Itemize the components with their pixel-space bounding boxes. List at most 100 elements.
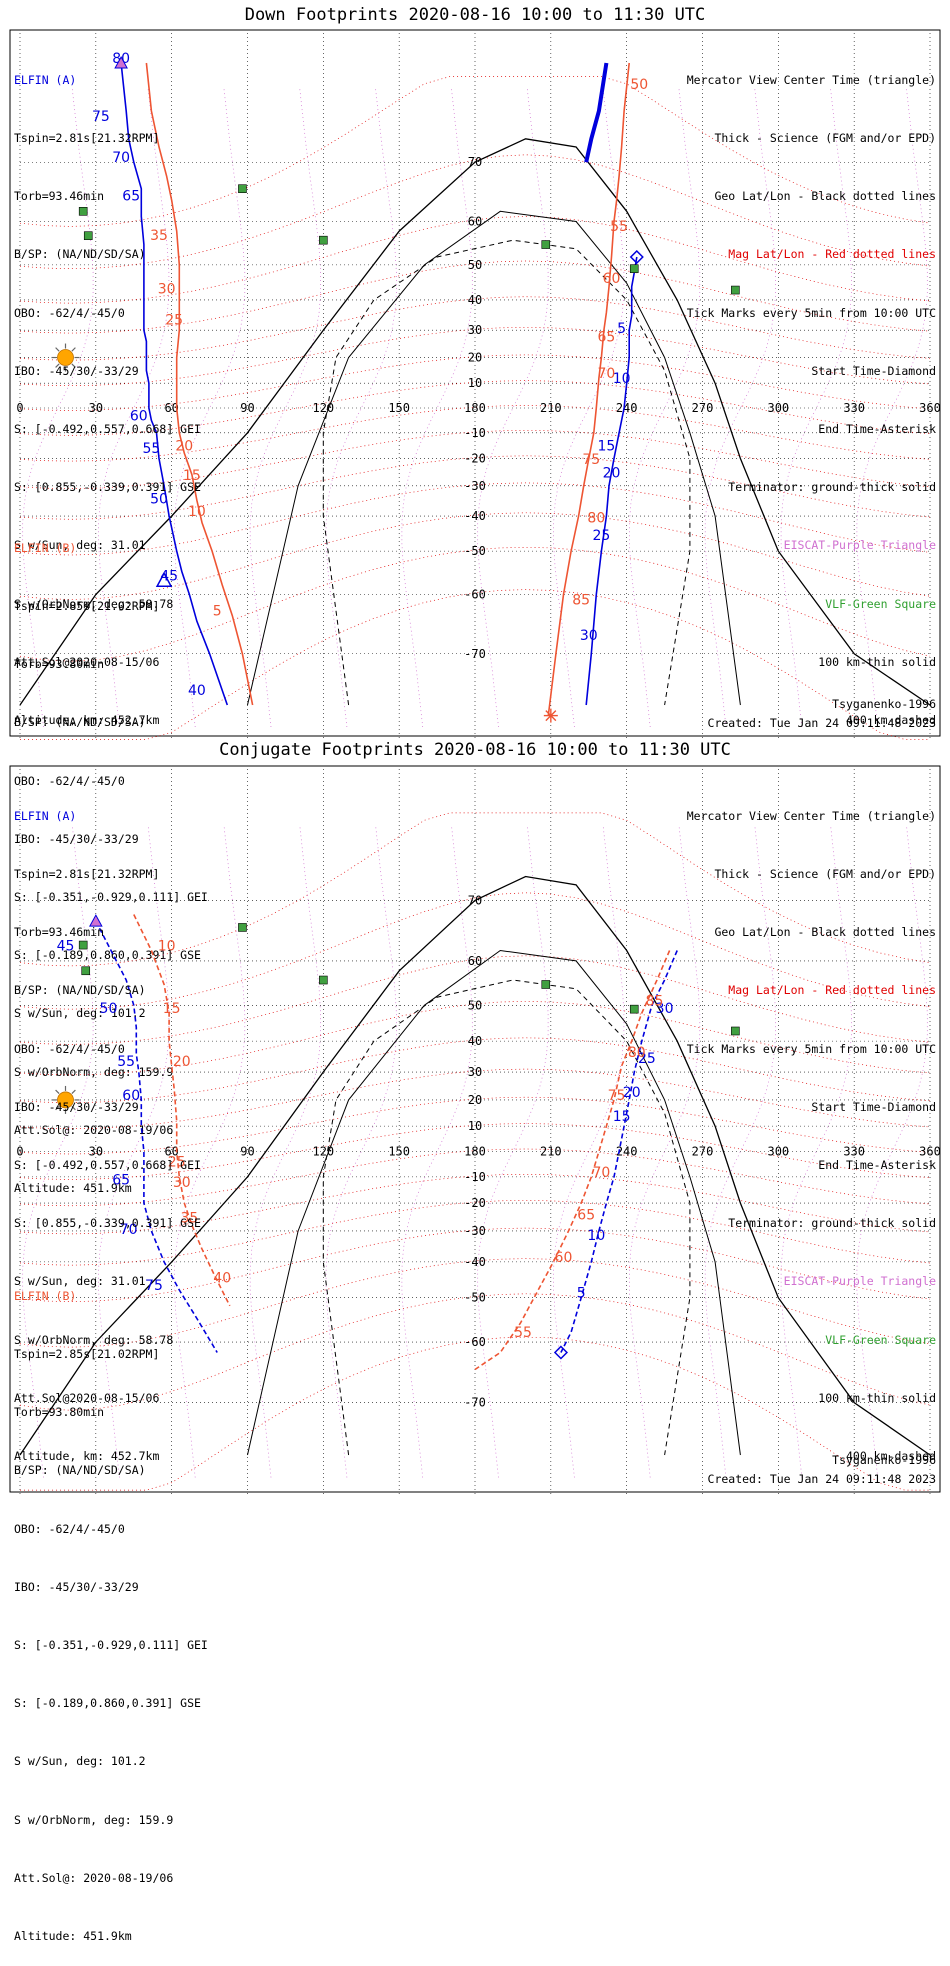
info-line: S: [0.855,-0.339,0.391] GSE (14, 1216, 201, 1231)
created-label-down: Created: Tue Jan 24 09:11:48 2023 (707, 716, 936, 730)
vlf-station-marker (238, 184, 247, 194)
x-tick-label: 270 (692, 401, 714, 415)
track-tick-label: 5 (213, 604, 222, 620)
track-tick-label: 15 (598, 439, 616, 455)
mag-lat-gridline (19, 1037, 931, 1103)
x-tick-label: 300 (767, 401, 789, 415)
terminator-100km (247, 210, 741, 706)
vlf-station-marker (541, 240, 551, 249)
track-tick-label: 15 (613, 1109, 631, 1125)
track-tick-label: 10 (158, 939, 176, 955)
vlf-station-marker (541, 980, 551, 989)
info-line: IBO: -45/30/-33/29 (14, 363, 139, 378)
legend-item: 400 km-dashed (845, 1449, 936, 1464)
y-tick-label: -20 (464, 451, 486, 465)
vlf-station-marker (81, 966, 91, 976)
y-tick-label: 30 (468, 323, 482, 337)
x-tick-label: 300 (767, 1145, 789, 1159)
y-tick-label: -30 (464, 479, 486, 493)
elfin-a-info-conjugate: ELFIN (A) Tspin=2.81s[21.32RPM] Torb=93.… (14, 768, 201, 1486)
y-tick-label: 10 (468, 1119, 482, 1133)
y-tick-label: 30 (468, 1065, 482, 1079)
vlf-station-marker (319, 235, 328, 245)
sun-ray (55, 1105, 60, 1111)
mag-lon-gridline (629, 825, 701, 1478)
y-tick-label: 40 (468, 293, 482, 307)
legend-item: Geo Lat/Lon - Black dotted lines (714, 189, 936, 204)
info-line: Att.Sol@: 2020-08-19/06 (14, 1870, 174, 1885)
sun-ray (71, 347, 76, 352)
footprint-track (133, 914, 231, 1307)
track-tick-label: 70 (120, 1222, 138, 1238)
y-tick-label: -70 (464, 647, 486, 661)
elfin-a-info-down: ELFIN (A) Tspin=2.81s[21.32RPM] Torb=93.… (14, 32, 201, 750)
y-tick-label: 20 (468, 1093, 482, 1107)
footprint-track (560, 950, 678, 1353)
track-tick-label: 10 (188, 504, 206, 520)
info-line: Tspin=2.85s[21.02RPM] (14, 1347, 160, 1362)
y-tick-label: 20 (468, 351, 482, 365)
track-tick-label: 30 (173, 1175, 191, 1191)
mag-lat-gridline (19, 326, 931, 387)
info-line: OBO: -62/4/-45/0 (14, 773, 125, 788)
mag-lat-gridline (19, 546, 931, 662)
mag-lon-gridline (477, 825, 549, 1478)
mag-lat-gridline (19, 1148, 931, 1207)
mag-lon-gridline (477, 88, 549, 728)
terminator-ground (19, 875, 931, 1456)
info-line: S w/Sun, deg: 101.2 (14, 1006, 146, 1021)
x-tick-label: 150 (388, 1145, 410, 1159)
x-tick-label: 360 (919, 401, 941, 415)
legend-item: EISCAT-Purple Triangle (783, 538, 936, 553)
track-tick-label: 75 (145, 1278, 163, 1294)
track-tick-label: 55 (143, 441, 161, 457)
x-tick-label: 210 (540, 401, 562, 415)
mag-lat-gridline (19, 1000, 931, 1076)
footprint-track (584, 62, 609, 163)
mag-lat-gridline (19, 154, 931, 270)
track-tick-label: 75 (582, 452, 600, 468)
elfin-b-info-conjugate: ELFIN (B) Tspin=2.85s[21.02RPM] Torb=93.… (14, 1248, 208, 1966)
mag-lat-gridline (19, 482, 931, 556)
info-line: Att.Sol@2020-08-15/06 (14, 1390, 160, 1405)
mag-lat-gridline (19, 1293, 931, 1411)
track-tick-label: 45 (160, 568, 178, 584)
x-tick-label: 60 (164, 401, 178, 415)
legend-item: Start Time-Diamond (811, 363, 936, 378)
legend-item: Mercator View Center Time (triangle) (686, 72, 936, 87)
mag-lon-gridline (325, 88, 397, 728)
info-line: Tspin=2.85s[21.02RPM] (14, 599, 160, 614)
mag-lon-gridline (553, 825, 625, 1478)
terminator-ground (19, 138, 931, 706)
mag-lat-gridline (20, 589, 930, 740)
legend-conjugate: Mercator View Center Time (triangle) Thi… (687, 768, 936, 1486)
mag-lon-gridline (553, 88, 625, 728)
terminator-400km (322, 979, 691, 1456)
info-line: S: [-0.189,0.860,0.391] GSE (14, 1696, 201, 1711)
track-tick-label: 50 (630, 77, 648, 93)
sun-ray (71, 363, 76, 368)
info-line: Altitude: 451.9km (14, 1929, 132, 1944)
y-tick-label: -70 (464, 1396, 486, 1410)
mag-lon-gridline (22, 88, 94, 728)
legend-item: Mag Lat/Lon - Red dotted lines (728, 983, 936, 998)
y-tick-label: 50 (468, 258, 482, 272)
legend-item: 400 km-dashed (845, 713, 936, 728)
y-tick-label: -10 (464, 426, 486, 440)
legend-item: 100 km-thin solid (818, 1390, 936, 1405)
mag-lon-gridline (629, 88, 701, 728)
sun-ray (55, 363, 60, 368)
track-tick-label: 20 (623, 1085, 641, 1101)
info-line: Torb=93.80min (14, 1405, 105, 1420)
plot-frame (9, 765, 941, 1493)
elfin-b-header: ELFIN (B) (14, 540, 77, 555)
mag-lat-gridline (19, 405, 931, 462)
y-tick-label: -20 (464, 1196, 486, 1210)
legend-item: 100 km-thin solid (818, 654, 936, 669)
mag-lon-gridline (174, 88, 246, 728)
info-line: Torb=93.46min (14, 189, 105, 204)
mag-lat-gridline (19, 380, 931, 436)
terminator-100km (247, 949, 741, 1456)
track-tick-label: 30 (158, 281, 176, 297)
sun-icon (57, 349, 74, 366)
